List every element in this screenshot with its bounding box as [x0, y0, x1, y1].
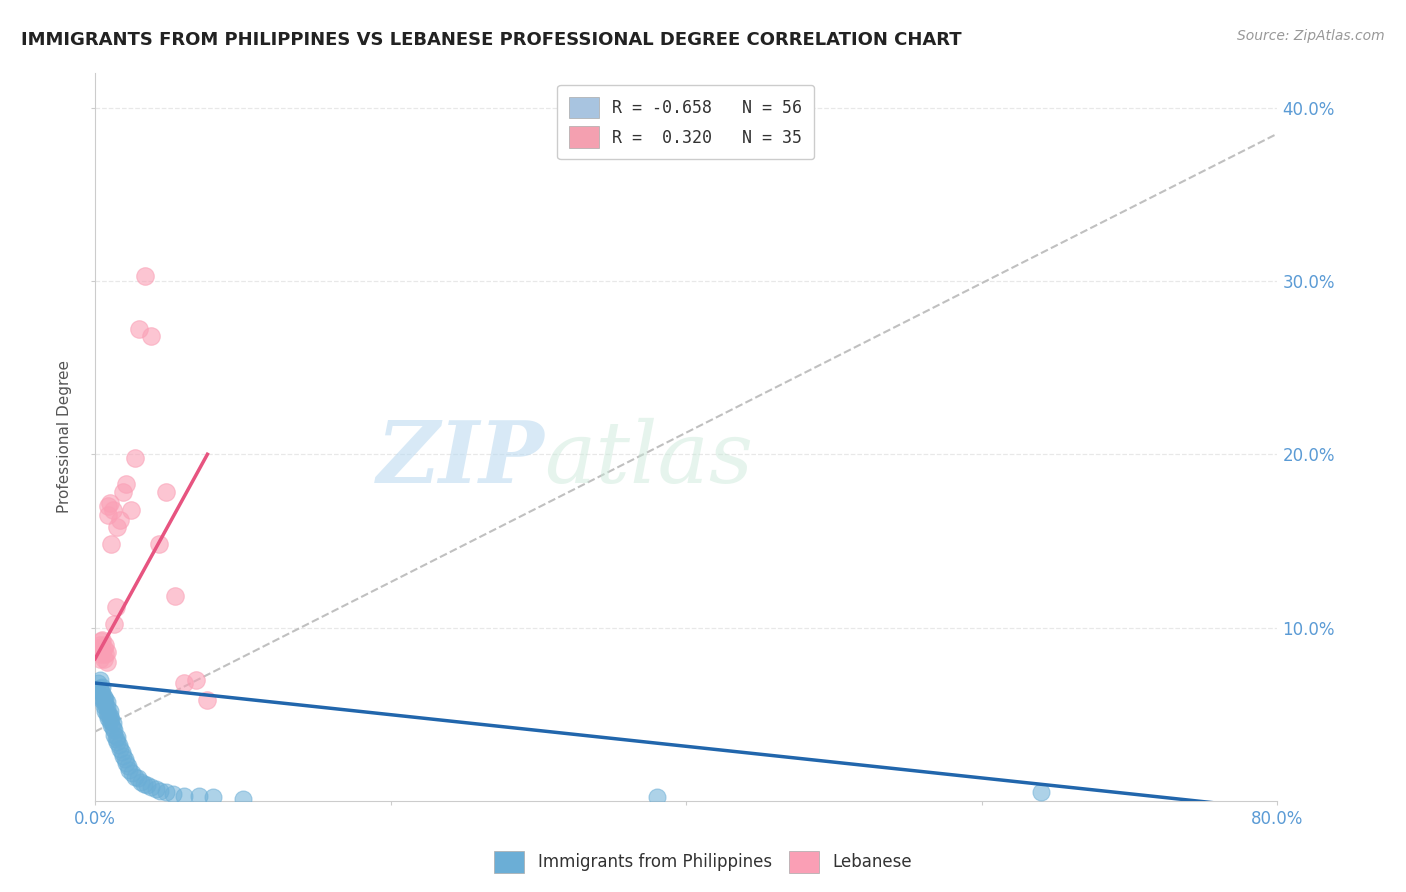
Point	[1029, 785, 1052, 799]
Point	[90, 684, 112, 698]
Point	[97, 706, 120, 720]
Point	[118, 763, 141, 777]
Point	[101, 715, 124, 730]
Point	[87, 676, 110, 690]
Point	[135, 778, 157, 792]
Point	[149, 783, 172, 797]
Point	[98, 496, 121, 510]
Point	[97, 500, 120, 514]
Point	[105, 735, 128, 749]
Point	[97, 711, 120, 725]
Point	[100, 713, 122, 727]
Point	[94, 691, 117, 706]
Point	[645, 790, 668, 805]
Point	[132, 776, 155, 790]
Point	[105, 520, 128, 534]
Text: Source: ZipAtlas.com: Source: ZipAtlas.com	[1237, 29, 1385, 43]
Point	[100, 717, 122, 731]
Point	[94, 647, 117, 661]
Point	[115, 756, 138, 770]
Point	[89, 681, 111, 696]
Point	[155, 485, 177, 500]
Point	[98, 714, 121, 729]
Point	[96, 655, 118, 669]
Point	[93, 652, 115, 666]
Point	[96, 707, 118, 722]
Point	[103, 617, 125, 632]
Y-axis label: Professional Degree: Professional Degree	[58, 360, 72, 514]
Point	[91, 680, 114, 694]
Point	[105, 730, 128, 744]
Point	[141, 780, 163, 794]
Point	[163, 590, 186, 604]
Point	[110, 513, 132, 527]
Point	[110, 742, 132, 756]
Point	[112, 748, 135, 763]
Point	[104, 599, 127, 614]
Point	[184, 673, 207, 687]
Point	[100, 537, 122, 551]
Point	[155, 785, 177, 799]
Point	[121, 766, 143, 780]
Point	[93, 690, 115, 704]
Point	[124, 450, 146, 465]
Point	[134, 268, 156, 283]
Point	[117, 759, 139, 773]
Point	[94, 704, 117, 718]
Point	[103, 723, 125, 737]
Point	[101, 502, 124, 516]
Legend: R = -0.658   N = 56, R =  0.320   N = 35: R = -0.658 N = 56, R = 0.320 N = 35	[557, 85, 814, 160]
Point	[90, 634, 112, 648]
Point	[93, 693, 115, 707]
Point	[202, 790, 225, 805]
Text: IMMIGRANTS FROM PHILIPPINES VS LEBANESE PROFESSIONAL DEGREE CORRELATION CHART: IMMIGRANTS FROM PHILIPPINES VS LEBANESE …	[21, 31, 962, 49]
Point	[89, 652, 111, 666]
Point	[120, 502, 142, 516]
Point	[103, 728, 125, 742]
Point	[111, 745, 134, 759]
Point	[94, 697, 117, 711]
Point	[91, 693, 114, 707]
Point	[124, 770, 146, 784]
Point	[101, 721, 124, 735]
Point	[89, 638, 111, 652]
Point	[127, 772, 149, 786]
Point	[90, 647, 112, 661]
Point	[128, 322, 150, 336]
Point	[145, 781, 167, 796]
Point	[98, 709, 121, 723]
Text: atlas: atlas	[544, 417, 754, 500]
Point	[96, 695, 118, 709]
Point	[93, 641, 115, 656]
Point	[112, 485, 135, 500]
Point	[93, 698, 115, 713]
Point	[173, 676, 195, 690]
Point	[115, 476, 138, 491]
Point	[96, 700, 118, 714]
Point	[187, 789, 209, 803]
Point	[91, 643, 114, 657]
Point	[90, 690, 112, 704]
Text: ZIP: ZIP	[377, 417, 544, 500]
Point	[87, 641, 110, 656]
Point	[197, 693, 219, 707]
Legend: Immigrants from Philippines, Lebanese: Immigrants from Philippines, Lebanese	[488, 845, 918, 880]
Point	[91, 632, 114, 647]
Point	[96, 645, 118, 659]
Point	[162, 787, 184, 801]
Point	[104, 731, 127, 746]
Point	[107, 739, 129, 753]
Point	[173, 789, 195, 803]
Point	[91, 686, 114, 700]
Point	[98, 704, 121, 718]
Point	[94, 638, 117, 652]
Point	[114, 752, 136, 766]
Point	[129, 775, 152, 789]
Point	[141, 329, 163, 343]
Point	[89, 673, 111, 687]
Point	[148, 537, 170, 551]
Point	[232, 792, 254, 806]
Point	[97, 508, 120, 522]
